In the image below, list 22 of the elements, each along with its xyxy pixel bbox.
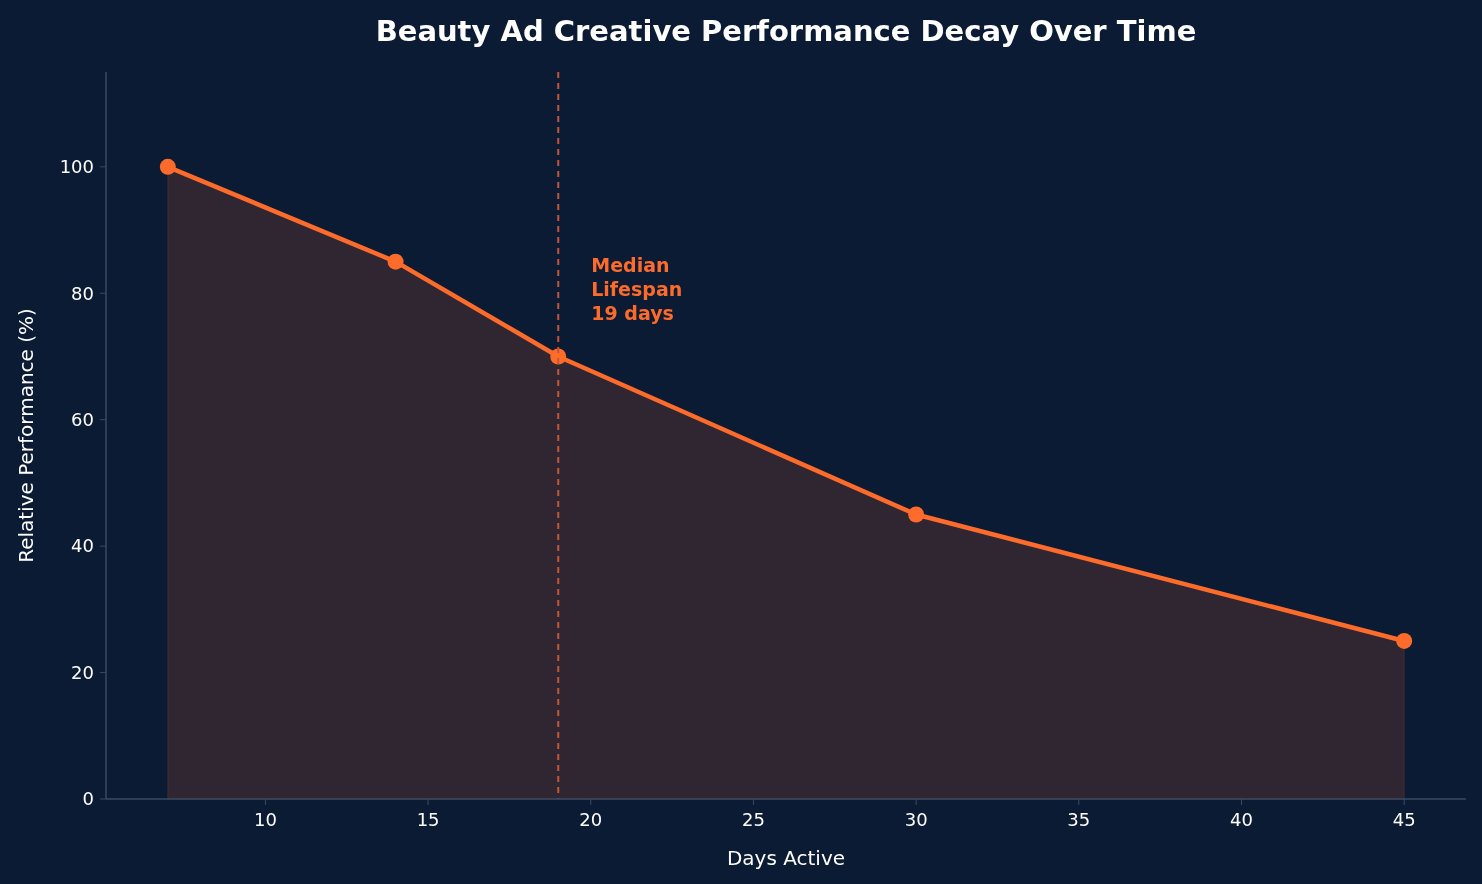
y-tick-label: 20 [71, 661, 94, 683]
ref-line-label: Median Lifespan 19 days [591, 254, 683, 324]
y-tick-label: 80 [71, 282, 94, 304]
chart-title: Beauty Ad Creative Performance Decay Over Time [375, 14, 1197, 48]
y-tick-label: 0 [82, 788, 94, 810]
x-tick-label: 15 [416, 809, 440, 830]
x-tick-label: 35 [1067, 809, 1091, 830]
x-tick-label: 45 [1392, 809, 1416, 830]
y-tick-label: 40 [71, 535, 94, 557]
point [908, 506, 925, 523]
x-tick-label: 30 [904, 809, 928, 830]
point [1396, 632, 1413, 649]
x-tick-label: 20 [579, 809, 603, 830]
x-tick-label: 25 [742, 809, 765, 830]
point [387, 253, 404, 270]
y-tick-label: 60 [71, 409, 94, 430]
x-tick-label: 10 [253, 809, 277, 830]
y-axis-title: Relative Performance (%) [14, 308, 38, 563]
x-tick-label: 40 [1230, 809, 1253, 830]
y-tick-label: 100 [59, 156, 94, 178]
x-axis-title: Days Active [726, 846, 846, 870]
point [159, 158, 176, 175]
